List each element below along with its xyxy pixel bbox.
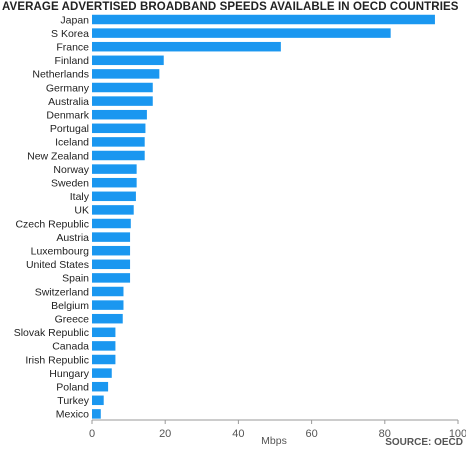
category-label: UK <box>74 205 89 217</box>
category-label: Norway <box>53 164 89 176</box>
bar-hungary <box>92 368 112 378</box>
category-label: Australia <box>48 96 89 108</box>
source-label: SOURCE: OECD <box>385 437 463 448</box>
category-label: Czech Republic <box>15 218 89 230</box>
bar-luxembourg <box>92 245 131 256</box>
bar-italy <box>92 191 136 202</box>
category-label: S Korea <box>51 28 89 40</box>
bar-germany <box>92 82 153 93</box>
category-label: Austria <box>56 232 89 244</box>
x-tick-label: 0 <box>89 428 95 440</box>
bar-mexico <box>92 409 101 419</box>
bar-austria <box>92 232 131 242</box>
bar-poland <box>92 381 109 392</box>
bar-iceland <box>92 137 145 147</box>
bar-united-states <box>92 259 131 270</box>
bar-denmark <box>92 109 147 120</box>
bar-turkey <box>92 395 104 406</box>
bars-group <box>92 14 435 419</box>
x-tick-label: 60 <box>305 428 317 440</box>
x-tick-label: 80 <box>379 428 391 440</box>
bar-slovak-republic <box>92 327 116 338</box>
category-label: Hungary <box>49 368 89 380</box>
category-label: Portugal <box>50 123 89 135</box>
bar-czech-republic <box>92 218 131 229</box>
category-label: Irish Republic <box>25 354 89 366</box>
bar-netherlands <box>92 69 160 79</box>
category-label: Luxembourg <box>31 246 90 258</box>
category-label: France <box>56 42 89 54</box>
category-label: Netherlands <box>32 69 89 81</box>
bar-new-zealand <box>92 150 145 161</box>
category-label: United States <box>26 259 89 271</box>
x-ticks-group: 0 20 40 60 80 100 <box>89 420 466 440</box>
category-label: Greece <box>55 314 90 326</box>
chart-title: AVERAGE ADVERTISED BROADBAND SPEEDS AVAI… <box>2 1 459 13</box>
bar-belgium <box>92 300 124 310</box>
bar-france <box>92 41 281 52</box>
category-label: Japan <box>60 14 89 26</box>
bar-japan <box>92 14 435 25</box>
bar-australia <box>92 96 153 106</box>
x-tick-label: 20 <box>159 428 171 440</box>
category-label: Slovak Republic <box>14 327 89 339</box>
bar-sweden <box>92 177 137 188</box>
category-label: Mexico <box>56 409 89 421</box>
category-label: Poland <box>56 382 89 394</box>
bar-s-korea <box>92 28 391 38</box>
bar-uk <box>92 205 134 215</box>
x-tick-label: 100 <box>449 428 466 440</box>
x-axis-title: Mbps <box>261 435 287 447</box>
bar-portugal <box>92 123 146 134</box>
bar-greece <box>92 313 123 324</box>
category-label: Canada <box>52 341 89 353</box>
x-tick-label: 40 <box>232 428 244 440</box>
category-label: Iceland <box>55 137 89 149</box>
bar-norway <box>92 164 137 174</box>
category-label: Italy <box>70 191 90 203</box>
category-label: Spain <box>62 273 89 285</box>
category-label: Belgium <box>51 300 89 312</box>
category-label: Turkey <box>57 395 89 407</box>
bar-canada <box>92 341 116 351</box>
bar-switzerland <box>92 286 124 297</box>
category-label: Sweden <box>51 178 89 190</box>
category-label: New Zealand <box>27 150 89 162</box>
category-label: Switzerland <box>35 286 89 298</box>
category-label: Germany <box>46 82 90 94</box>
category-label: Finland <box>55 55 90 67</box>
bar-finland <box>92 55 164 66</box>
bar-spain <box>92 273 131 283</box>
bar-irish-republic <box>92 354 116 365</box>
category-label: Denmark <box>46 110 89 122</box>
